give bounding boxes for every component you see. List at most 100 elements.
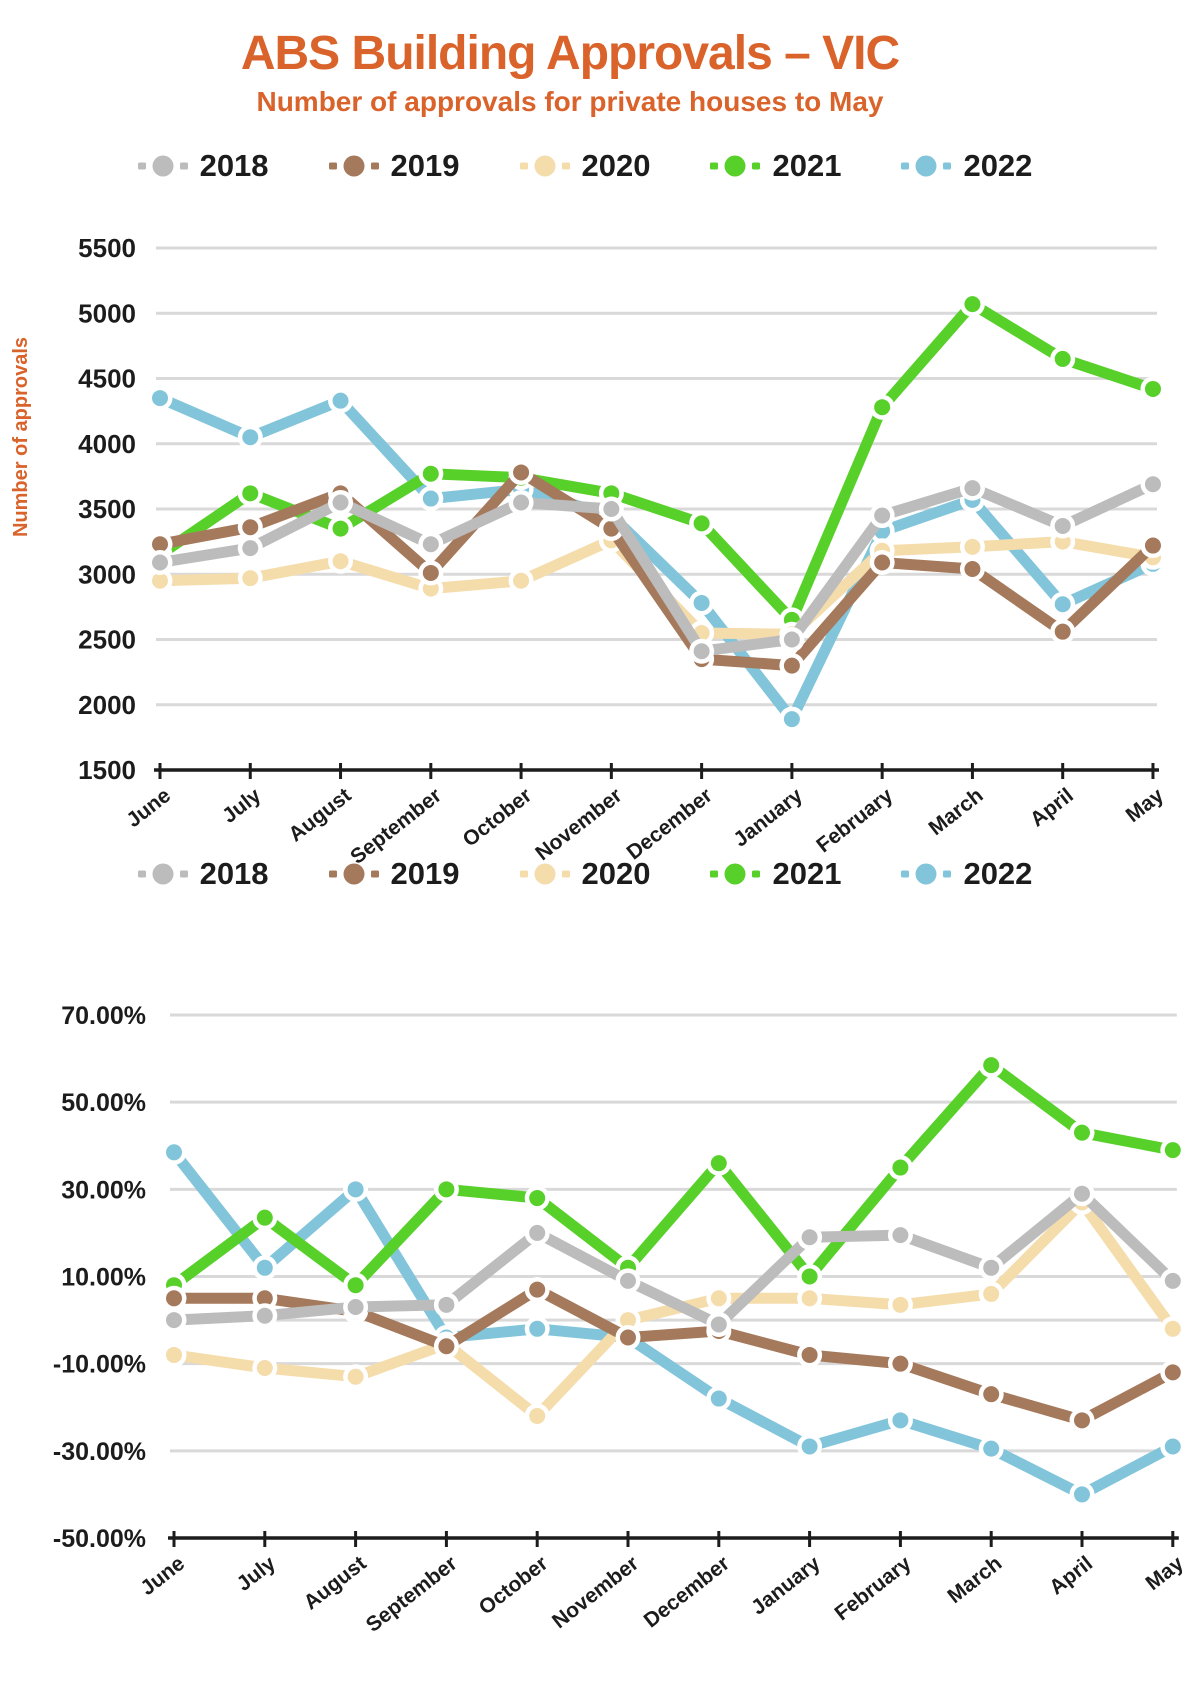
data-point-2019-november [620,1329,636,1346]
series-2019 [147,459,1166,679]
legend-label-2018: 2018 [199,148,269,183]
x-tick-label-may: May [1122,784,1169,827]
x-tick-label-may: May [1142,1552,1189,1595]
data-point-2021-october [529,1190,546,1207]
legend-item-2021[interactable]: 2021 [710,856,841,892]
data-point-2019-june [152,536,168,553]
legend-bottom-chart: 2018 2019 2020 2021 [30,856,1140,892]
legend-item-2020[interactable]: 2020 [519,148,651,184]
data-point-2021-february [892,1159,909,1176]
data-point-2019-april [1054,623,1071,640]
data-point-2018-october [513,494,530,511]
legend-marker-2021 [710,863,761,885]
data-point-2018-september [438,1296,455,1313]
legend-label-2022: 2022 [963,856,1033,891]
chart-number-of-approvals: 5500 5000 4500 4000 3500 3000 2500 2000 1500June… [10,233,1168,869]
page-subtitle: Number of approvals for private houses t… [256,86,884,117]
data-point-2021-december [693,515,710,532]
legend-top-chart: 2018 2019 2020 2021 [30,148,1140,184]
legend-item-2018[interactable]: 2018 [137,148,269,184]
data-point-2022-april [1054,596,1071,613]
data-point-2018-december [693,643,710,660]
data-point-2020-may [1164,1320,1181,1337]
x-tick-label-october: October [459,784,537,852]
data-point-2020-november [620,1312,636,1329]
y-tick-label: 30.00% [61,1176,146,1204]
data-point-2018-february [892,1227,909,1244]
legend-marker-2018 [137,155,188,177]
legend-item-2022[interactable]: 2022 [901,856,1032,892]
data-point-2021-july [242,485,259,502]
x-tick-label-march: March [925,784,988,840]
x-tick-label-september: September [362,1552,462,1637]
data-point-2021-september [422,465,439,482]
x-tick-label-september: September [346,784,446,869]
series-line-2019 [154,467,1159,672]
legend-item-2019[interactable]: 2019 [328,856,460,892]
series-line-2018 [154,478,1159,657]
data-point-2019-june [166,1290,182,1307]
x-tick-label-january: January [729,784,807,852]
x-tick-label-august: August [284,784,355,847]
legend-marker-2022 [901,863,952,885]
data-point-2022-december [710,1390,727,1407]
data-point-2020-march [964,538,981,555]
data-point-2021-may [1144,380,1161,397]
legend-item-2020[interactable]: 2020 [519,856,650,892]
data-point-2020-october [529,1407,546,1424]
data-point-2022-august [347,1181,364,1198]
series-2018 [147,471,1166,664]
legend-label-2021: 2021 [772,856,842,891]
y-tick-label: 4000 [78,429,136,459]
chart-yoy-percent-change: 70.00% 50.00% 30.00% 10.00% -10.00% -30.00% -5… [53,1002,1188,1637]
x-tick-label-august: August [300,1552,371,1615]
legend-label-2021: 2021 [772,148,842,183]
data-point-2022-may [1164,1438,1181,1455]
data-point-2020-january [801,1290,818,1307]
x-tick-label-november: November [548,1552,643,1633]
data-point-2020-december [710,1290,727,1307]
data-point-2022-december [693,594,710,611]
legend-item-2022[interactable]: 2022 [901,148,1032,184]
data-point-2021-july [256,1209,273,1226]
y-axis-title: Number of approvals [10,337,32,537]
data-point-2019-january [783,657,800,674]
data-point-2019-october [513,464,530,481]
x-tick-label-december: December [640,1552,734,1633]
y-tick-label: -10.00% [53,1351,146,1379]
data-point-2019-february [892,1355,909,1372]
legend-item-2018[interactable]: 2018 [137,856,269,892]
data-point-2022-january [801,1438,818,1455]
y-tick-label: 2000 [78,690,136,720]
data-point-2021-september [438,1181,455,1198]
legend-item-2019[interactable]: 2019 [328,148,460,184]
legend-item-2021[interactable]: 2021 [710,148,841,184]
data-point-2021-april [1074,1124,1090,1141]
data-point-2022-july [256,1259,273,1276]
data-point-2018-november [603,501,620,517]
y-tick-label: -50.00% [53,1525,146,1553]
data-point-2019-july [256,1290,273,1307]
data-point-2018-july [256,1307,273,1324]
data-point-2019-september [422,564,439,581]
data-point-2021-august [347,1277,364,1294]
series-line-2021 [154,298,1159,626]
data-point-2022-june [166,1144,182,1161]
x-tick-label-june: June [136,1552,189,1600]
y-tick-label: 2500 [78,625,136,655]
legend-marker-2018 [137,863,188,885]
data-point-2020-march [983,1285,1000,1302]
legend-marker-2019 [328,863,379,885]
data-point-2018-october [529,1224,546,1241]
legend-marker-2022 [901,155,952,177]
data-point-2021-march [983,1057,1000,1074]
data-point-2021-february [874,399,891,416]
x-tick-label-february: February [830,1552,915,1626]
data-point-2018-march [964,480,981,497]
legend-label-2019: 2019 [390,148,460,183]
data-point-2020-june [152,572,168,589]
legend-label-2020: 2020 [581,148,651,183]
data-point-2018-february [874,507,891,524]
x-tick-label-february: February [812,784,897,858]
